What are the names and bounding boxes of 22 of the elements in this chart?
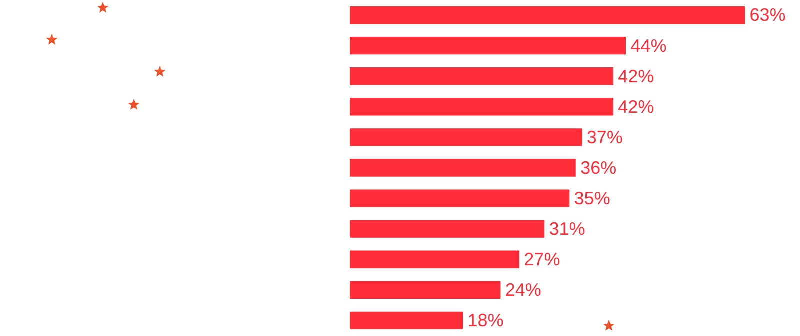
data-label: 27% — [524, 250, 560, 270]
data-label: 44% — [630, 36, 667, 56]
bar — [350, 128, 582, 146]
data-label: 24% — [505, 280, 542, 300]
bar — [350, 68, 614, 86]
bar — [350, 98, 614, 116]
data-label: 42% — [618, 96, 654, 117]
bar — [350, 36, 626, 55]
bar — [350, 6, 746, 24]
bar — [350, 190, 570, 208]
bar — [350, 312, 464, 330]
data-label: 37% — [586, 127, 623, 148]
bar — [350, 220, 545, 238]
data-label: 63% — [750, 5, 786, 26]
data-label: 31% — [549, 219, 586, 240]
data-label: 42% — [618, 66, 654, 86]
bar — [350, 159, 576, 177]
bar — [350, 281, 501, 300]
data-label: 18% — [468, 310, 504, 331]
data-label: 36% — [580, 158, 617, 178]
bar — [350, 250, 520, 268]
data-label: 35% — [574, 188, 610, 209]
